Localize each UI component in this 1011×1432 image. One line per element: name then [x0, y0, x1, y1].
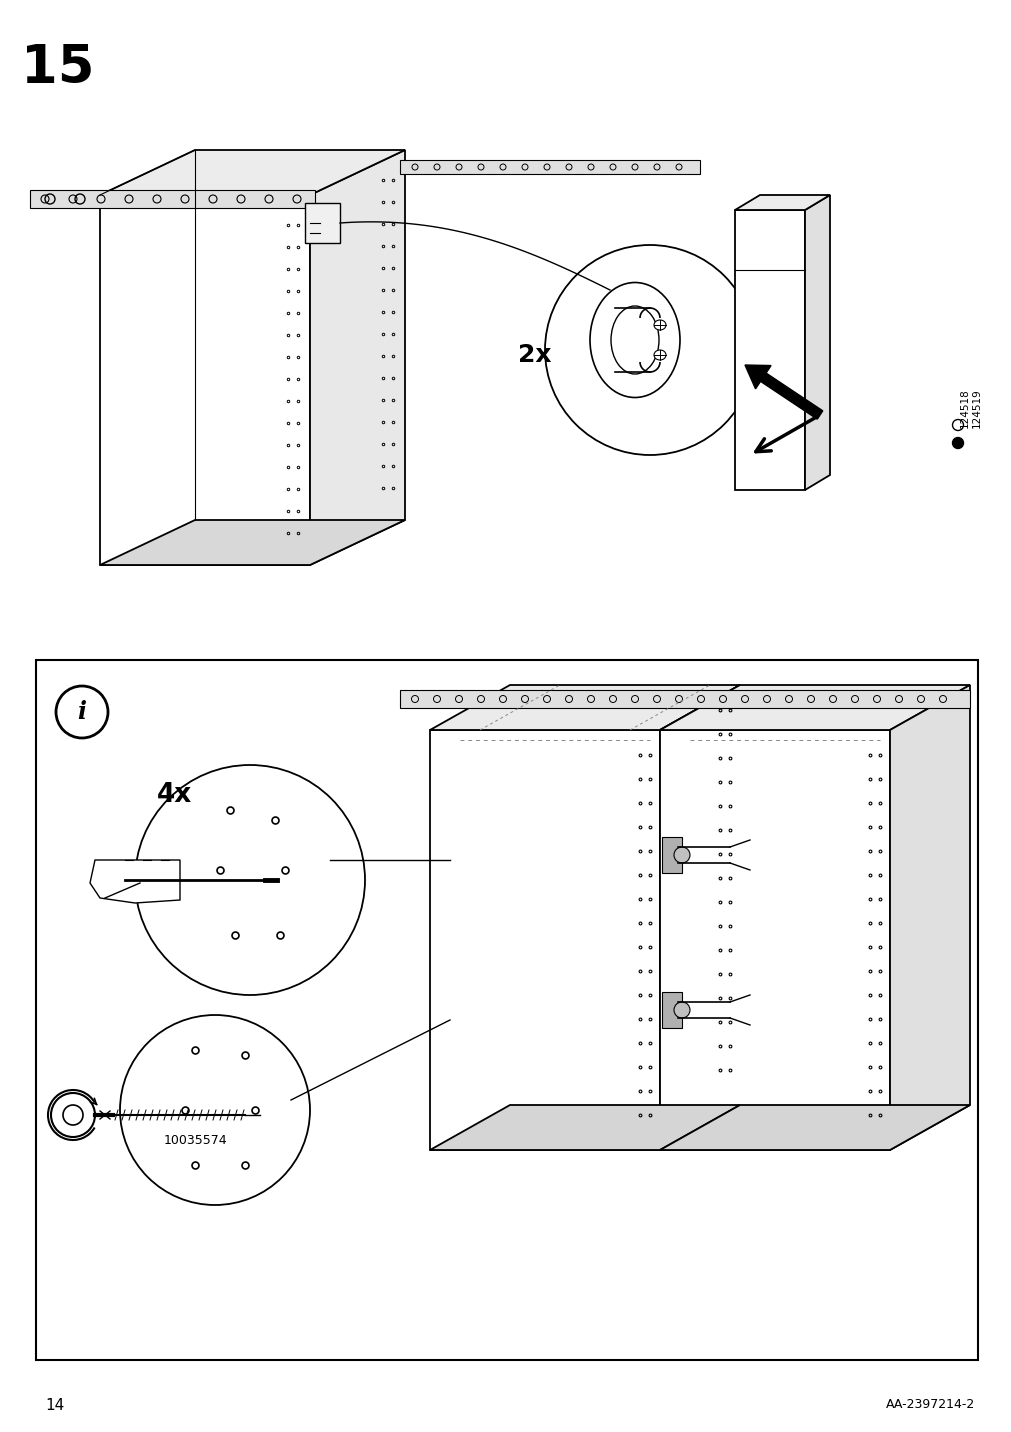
Circle shape	[951, 438, 962, 448]
Circle shape	[673, 1002, 690, 1018]
Text: 4x: 4x	[158, 782, 192, 808]
Text: 15: 15	[21, 42, 95, 95]
Polygon shape	[399, 690, 969, 707]
Polygon shape	[734, 195, 829, 211]
Bar	[36, 660, 977, 1360]
Bar	[304, 203, 340, 243]
Text: 124519: 124519	[971, 388, 981, 428]
Circle shape	[120, 1015, 309, 1204]
Polygon shape	[430, 684, 739, 730]
Polygon shape	[100, 150, 404, 195]
Text: 2x: 2x	[518, 344, 551, 367]
Polygon shape	[659, 730, 889, 1150]
Ellipse shape	[117, 869, 172, 891]
Polygon shape	[889, 684, 969, 1150]
Circle shape	[673, 846, 690, 863]
Circle shape	[51, 1093, 95, 1137]
Polygon shape	[661, 992, 681, 1028]
Polygon shape	[90, 861, 180, 904]
Polygon shape	[659, 684, 739, 1150]
FancyArrow shape	[744, 365, 822, 420]
Circle shape	[545, 245, 754, 455]
Text: 14: 14	[45, 1398, 65, 1412]
Polygon shape	[30, 190, 314, 208]
Text: AA-2397214-2: AA-2397214-2	[885, 1399, 974, 1412]
Ellipse shape	[611, 306, 658, 374]
Polygon shape	[430, 1106, 739, 1150]
Text: 124518: 124518	[959, 388, 969, 428]
Polygon shape	[399, 160, 700, 175]
Polygon shape	[659, 684, 969, 730]
Polygon shape	[661, 836, 681, 874]
Ellipse shape	[589, 282, 679, 398]
Polygon shape	[100, 195, 309, 566]
Polygon shape	[309, 150, 404, 566]
Text: 10035574: 10035574	[163, 1134, 226, 1147]
Polygon shape	[734, 211, 804, 490]
Polygon shape	[659, 1106, 969, 1150]
Polygon shape	[804, 195, 829, 490]
Circle shape	[63, 1106, 83, 1126]
Polygon shape	[430, 730, 659, 1150]
Ellipse shape	[653, 319, 665, 329]
Polygon shape	[100, 520, 404, 566]
Text: i: i	[78, 700, 86, 725]
Ellipse shape	[653, 349, 665, 359]
Circle shape	[134, 765, 365, 995]
